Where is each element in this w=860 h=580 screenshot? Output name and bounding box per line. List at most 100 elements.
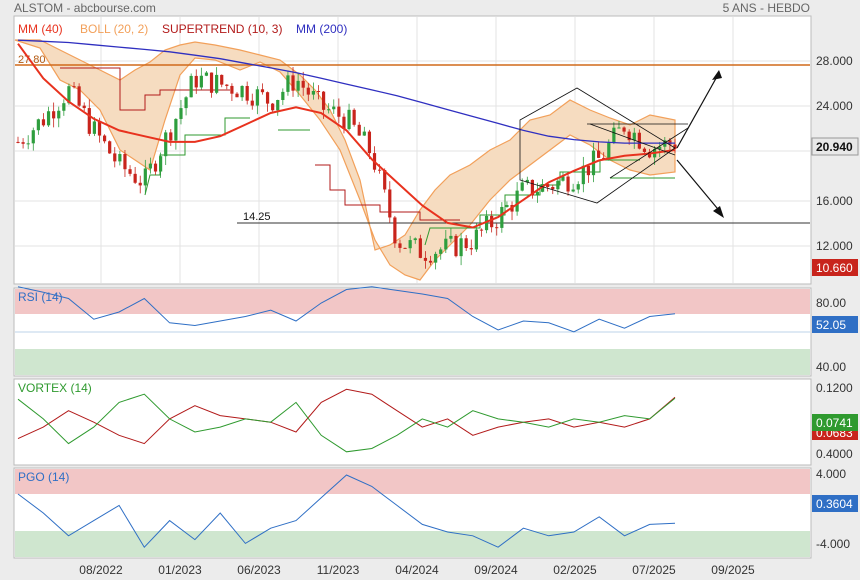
candle-body — [556, 180, 560, 190]
candle-body — [357, 124, 361, 136]
y-tick: 24.000 — [816, 99, 853, 113]
candle-body — [204, 72, 209, 76]
candle-body — [428, 260, 433, 263]
candle-body — [225, 84, 229, 86]
legend-mm40: MM (40) — [18, 22, 63, 36]
rsi-title: RSI (14) — [18, 290, 63, 304]
triangle-diag-2 — [609, 127, 689, 179]
candle-body — [123, 154, 127, 170]
supertrend-resistance-2 — [315, 164, 460, 221]
candle-body — [199, 75, 203, 88]
pgo-high-zone — [15, 469, 810, 494]
candle-body — [281, 91, 285, 101]
candle-body — [622, 127, 626, 132]
candle-body — [153, 163, 158, 172]
candle-body — [423, 257, 428, 261]
candle-body — [393, 217, 397, 244]
period-label: 5 ANS - HEBDO — [722, 1, 810, 15]
x-label: 06/2023 — [237, 563, 281, 577]
candle-body — [347, 109, 351, 130]
candle-body — [632, 132, 636, 141]
candle-body — [367, 131, 372, 154]
candle-body — [316, 90, 321, 92]
rsi-tick-40: 40.00 — [816, 360, 846, 374]
candle-body — [454, 235, 458, 257]
x-label: 11/2023 — [317, 563, 360, 577]
candle-body — [464, 238, 468, 249]
y-tick: 12.000 — [816, 239, 853, 253]
candle-body — [128, 169, 132, 174]
candle-body — [617, 127, 621, 129]
y-tick: 28.000 — [816, 54, 853, 68]
candle-body — [535, 191, 540, 196]
candle-body — [271, 103, 275, 111]
candle-body — [276, 100, 280, 111]
candle-body — [143, 168, 147, 186]
candle-body — [138, 182, 142, 186]
candle-body — [658, 146, 662, 149]
x-label: 09/2024 — [474, 563, 518, 577]
candle-body — [16, 141, 20, 143]
candle-body — [530, 179, 534, 196]
candle-body — [245, 85, 249, 101]
candle-body — [250, 100, 254, 106]
vortex-panel — [13, 378, 812, 466]
vortex-tick-top: 0.1200 — [816, 381, 853, 395]
rsi-badge — [812, 316, 858, 333]
level-low-label: 14.25 — [243, 211, 271, 223]
candle-body — [87, 108, 91, 134]
price-candles — [16, 67, 677, 270]
pgo-tick-bottom: -4.000 — [816, 537, 850, 551]
supertrend-support-3 — [424, 159, 640, 246]
source-title: ALSTOM - abcbourse.com — [14, 1, 156, 15]
bollinger-bands — [14, 39, 676, 281]
candle-body — [495, 227, 499, 229]
candle-body — [260, 89, 265, 93]
breakout-down-arrow — [676, 159, 723, 215]
diamond-pattern — [519, 87, 676, 204]
candle-body — [607, 142, 611, 158]
arrow-up-head — [712, 70, 722, 80]
candle-body — [102, 135, 107, 142]
main-y-axis: 28.000 24.000 16.000 12.000 — [816, 54, 853, 253]
candle-body — [525, 179, 529, 183]
candle-body — [602, 157, 606, 159]
candle-body — [327, 109, 331, 111]
rsi-badge-value: 52.05 — [816, 318, 846, 332]
candle-body — [265, 92, 270, 104]
candle-body — [546, 184, 550, 188]
candle-body — [434, 253, 438, 263]
candle-body — [31, 130, 35, 144]
pgo-badge-value: 0.3604 — [816, 497, 853, 511]
candle-body — [637, 132, 641, 149]
arrow-down-head — [713, 206, 724, 218]
candle-body — [46, 111, 51, 126]
candle-body — [108, 141, 112, 154]
candle-body — [220, 74, 224, 85]
mm200-line — [17, 39, 675, 144]
candle-body — [408, 240, 412, 249]
level-high-label: 27.80 — [18, 54, 46, 66]
supertrend-resistance-1 — [60, 67, 230, 111]
candle-body — [551, 187, 555, 190]
candle-body — [337, 106, 341, 117]
rsi-tick-80: 80.00 — [816, 296, 846, 310]
x-label: 01/2023 — [158, 563, 202, 577]
vortex-badge — [812, 414, 858, 431]
candle-body — [403, 247, 407, 249]
candle-body — [133, 173, 137, 183]
candle-body — [561, 176, 565, 181]
candle-body — [413, 238, 417, 241]
x-label: 04/2024 — [395, 563, 439, 577]
candle-body — [67, 86, 71, 104]
candle-body — [484, 215, 489, 231]
candle-body — [642, 148, 647, 152]
bottom-price-badge — [812, 259, 858, 276]
vortex-title: VORTEX (14) — [18, 381, 92, 395]
candle-body — [72, 86, 76, 88]
mm40-line — [17, 43, 676, 229]
candle-body — [469, 248, 473, 250]
candle-body — [215, 74, 219, 93]
candle-body — [21, 142, 25, 144]
vortex-tick-bottom: 0.4000 — [816, 447, 853, 461]
